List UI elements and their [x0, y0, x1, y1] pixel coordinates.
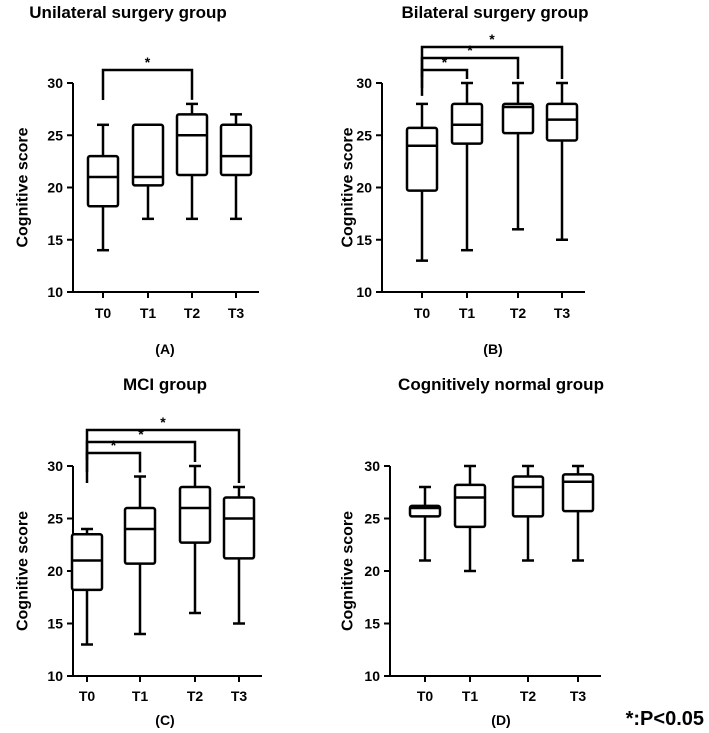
panel-label: (A) — [155, 341, 174, 357]
panel-label: (D) — [491, 712, 510, 728]
x-tick-label: T3 — [228, 305, 245, 321]
significance-star: * — [442, 54, 448, 70]
x-tick-label: T2 — [184, 305, 201, 321]
x-tick-label: T0 — [95, 305, 112, 321]
significance-star: * — [489, 31, 495, 47]
chart-panel-a: Unilateral surgery group Cognitive score 1… — [15, 3, 259, 357]
x-tick-label: T0 — [417, 688, 434, 704]
chart-panel-d: Cognitively normal group Cognitive score 1… — [340, 375, 604, 728]
y-tick-label: 10 — [47, 284, 63, 300]
y-tick-label: 20 — [356, 180, 372, 196]
y-tick-label: 10 — [47, 668, 63, 684]
chart-title: Bilateral surgery group — [401, 3, 588, 22]
significance-bracket — [101, 68, 194, 100]
y-tick-label: 30 — [356, 75, 372, 91]
y-tick-label: 25 — [47, 511, 63, 527]
x-tick-label: T2 — [520, 688, 537, 704]
y-tick-label: 15 — [364, 616, 380, 632]
y-tick-label: 20 — [47, 563, 63, 579]
iqr-box — [545, 102, 579, 142]
y-tick-label: 10 — [356, 284, 372, 300]
y-tick-label: 15 — [356, 232, 372, 248]
y-tick-label: 10 — [364, 668, 380, 684]
x-tick-label: T3 — [231, 688, 248, 704]
iqr-box — [511, 475, 545, 518]
panel-label: (C) — [155, 712, 174, 728]
x-tick-label: T2 — [187, 688, 204, 704]
y-tick-label: 25 — [356, 127, 372, 143]
y-tick-label: 30 — [47, 458, 63, 474]
x-tick-label: T1 — [132, 688, 149, 704]
x-tick-label: T1 — [462, 688, 479, 704]
iqr-box — [175, 113, 209, 177]
y-axis-label: Cognitive score — [15, 127, 32, 247]
y-tick-label: 15 — [47, 232, 63, 248]
significance-bracket — [420, 45, 564, 79]
chart-title: MCI group — [123, 375, 207, 394]
y-tick-label: 20 — [364, 563, 380, 579]
significance-bracket — [420, 68, 469, 96]
y-axis-label: Cognitive score — [340, 127, 357, 247]
iqr-box — [131, 123, 165, 187]
chart-panel-c: MCI group Cognitive score 10 15 20 25 30 T0 T1 T2… — [15, 375, 262, 728]
y-tick-label: 30 — [364, 458, 380, 474]
x-tick-label: T1 — [140, 305, 157, 321]
y-tick-label: 25 — [47, 127, 63, 143]
iqr-box — [123, 506, 157, 565]
y-tick-label: 20 — [47, 180, 63, 196]
chart-panel-b: Bilateral surgery group Cognitive score 10… — [340, 3, 589, 357]
significance-star: * — [111, 437, 117, 453]
chart-title: Cognitively normal group — [398, 375, 604, 394]
significance-star: * — [145, 54, 151, 70]
chart-title: Unilateral surgery group — [29, 3, 226, 22]
x-tick-label: T0 — [414, 305, 431, 321]
x-tick-label: T2 — [510, 305, 527, 321]
iqr-box — [222, 496, 256, 560]
y-axis-label: Cognitive score — [15, 511, 32, 631]
iqr-box — [561, 473, 595, 513]
x-tick-label: T3 — [554, 305, 571, 321]
significance-star: * — [138, 426, 144, 442]
y-tick-label: 30 — [47, 75, 63, 91]
y-axis-label: Cognitive score — [340, 511, 357, 631]
iqr-box — [219, 123, 253, 177]
significance-star: * — [467, 42, 473, 58]
iqr-box — [501, 102, 535, 135]
significance-bracket — [85, 428, 241, 483]
x-tick-label: T1 — [459, 305, 476, 321]
iqr-box — [70, 533, 104, 592]
significance-bracket — [85, 451, 142, 483]
x-tick-label: T3 — [570, 688, 587, 704]
y-tick-label: 15 — [47, 616, 63, 632]
iqr-box — [405, 126, 439, 192]
iqr-box — [453, 483, 487, 529]
significance-star: * — [160, 414, 166, 430]
significance-footnote: *:P<0.05 — [626, 708, 704, 730]
x-tick-label: T0 — [79, 688, 96, 704]
iqr-box — [86, 154, 120, 208]
panel-label: (B) — [483, 341, 502, 357]
iqr-box — [178, 485, 212, 544]
y-tick-label: 25 — [364, 511, 380, 527]
